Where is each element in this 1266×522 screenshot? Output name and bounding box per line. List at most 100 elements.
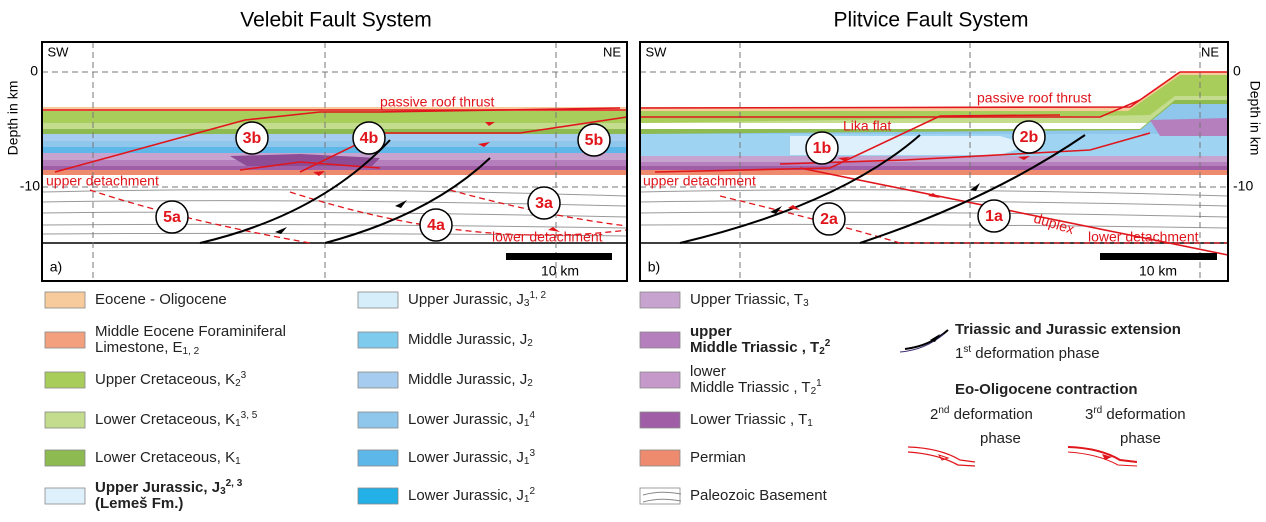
text-part: Permian — [690, 449, 746, 466]
cross-section — [42, 123, 627, 129]
legend-swatch — [358, 412, 398, 428]
text-part: 2 — [930, 406, 938, 423]
legend-swatch — [640, 412, 680, 428]
legend-text: Middle Jurassic, J2 — [408, 371, 533, 389]
depth-tick: -10 — [1233, 178, 1253, 194]
text-part: Lower Cretaceous, K — [95, 411, 235, 428]
text-part: Lower Jurassic, J — [408, 449, 524, 466]
depth-tick: 0 — [1233, 63, 1241, 79]
text-part: 3 — [1085, 406, 1093, 423]
legend-text: Lower Jurassic, J12 — [408, 486, 535, 505]
legend-text: lowerMiddle Triassic , T21 — [690, 363, 822, 397]
phase-label: 3b — [243, 130, 262, 147]
subscript: 1 — [807, 418, 813, 429]
supscript: 3, 5 — [241, 410, 258, 421]
legend-icons — [1068, 452, 1137, 466]
phase-label: 5a — [163, 209, 181, 226]
supscript: 2, 3 — [226, 478, 243, 489]
subscript: 3 — [803, 298, 809, 309]
body: Velebit Fault System SW NE 0 -10 Depth i… — [0, 0, 1266, 517]
legend-swatch — [45, 412, 85, 428]
direction-label: SW — [646, 44, 668, 59]
legend-swatch — [640, 450, 680, 466]
figure: Velebit Fault System SW NE 0 -10 Depth i… — [0, 0, 1266, 517]
text-part: Middle Jurassic, J — [408, 371, 527, 388]
depth-axis-label: Depth in km — [1247, 81, 1263, 156]
legend-swatch — [358, 488, 398, 504]
direction-label: NE — [1201, 44, 1219, 59]
text-part: phase — [1120, 430, 1161, 447]
phase-label: 4a — [427, 217, 445, 234]
phase-label: 2b — [1020, 129, 1039, 146]
scale-label: 10 km — [1139, 263, 1177, 279]
text-part: Lower Jurassic, J — [408, 411, 524, 428]
text-part: Upper Jurassic, J — [408, 291, 524, 308]
legend-swatch — [45, 332, 85, 348]
text-part: Limestone, E — [95, 339, 183, 356]
legend-heading: Eo-Oligocene contraction — [955, 381, 1138, 398]
annotation: lower detachment — [492, 229, 603, 245]
phase-label: 3a — [535, 195, 553, 212]
legend-swatch — [45, 450, 85, 466]
legend-text: upperMiddle Triassic , T22 — [690, 323, 831, 357]
legend-text: Upper Triassic, T3 — [690, 291, 809, 309]
text-part: Upper Cretaceous, K — [95, 371, 235, 388]
text-part: upper — [690, 323, 732, 340]
legend-swatch — [358, 292, 398, 308]
legend-text: 1st deformation phase — [955, 344, 1100, 362]
legend-text: Middle Jurassic, J2 — [408, 331, 533, 349]
phase-label: 5b — [585, 132, 604, 149]
cross-section — [1150, 118, 1228, 136]
cross-section — [506, 253, 612, 260]
cross-section — [42, 141, 627, 147]
supscript: 3 — [241, 370, 247, 381]
cross-section — [42, 42, 627, 281]
text-part: Upper Triassic, T — [690, 291, 803, 308]
panel-label: b) — [648, 259, 660, 275]
supscript: nd — [938, 405, 949, 416]
panel-title: Plitvice Fault System — [834, 9, 1029, 32]
phase-label: 1b — [813, 140, 832, 157]
supscript: 4 — [529, 410, 535, 421]
supscript: 2 — [825, 338, 831, 349]
supscript: 3 — [529, 448, 535, 459]
legend-swatch — [358, 332, 398, 348]
phase-label: 4b — [360, 130, 379, 147]
legend-text: Lower Triassic , T1 — [690, 411, 813, 429]
text-part: Eocene - Oligocene — [95, 291, 227, 308]
legend-text: Lower Cretaceous, K13, 5 — [95, 410, 258, 429]
text-part: lower — [690, 363, 726, 380]
text-part: (Lemeš Fm.) — [95, 495, 183, 512]
legend-icons — [905, 330, 948, 349]
supscript: 1 — [816, 378, 822, 389]
annotation: passive roof thrust — [380, 94, 494, 110]
supscript: 1, 2 — [529, 290, 546, 301]
text-part: deformation phase — [971, 345, 1099, 362]
direction-label: SW — [48, 44, 70, 59]
text-part: Upper Jurassic, J — [95, 479, 220, 496]
text-part: 1 — [955, 345, 963, 362]
annotation: Lika flat — [843, 118, 891, 134]
subscript: 1 — [235, 456, 241, 467]
panel-label: a) — [50, 259, 62, 275]
annotation: upper detachment — [46, 173, 159, 189]
page: Velebit and Plitvice Fault Systems {"pan… — [0, 0, 1266, 517]
legend-swatch — [640, 332, 680, 348]
subscript: 2 — [527, 378, 533, 389]
legend-text: Upper Cretaceous, K23 — [95, 370, 247, 389]
panel-title: Velebit Fault System — [240, 9, 431, 32]
text-part: deformation — [1102, 406, 1185, 423]
legend-icons — [908, 447, 975, 466]
text-part: Paleozoic Basement — [690, 487, 828, 504]
depth-tick: 0 — [30, 63, 38, 79]
legend-swatch — [358, 372, 398, 388]
phase-label: 2a — [820, 211, 838, 228]
text-part: Middle Triassic , T — [690, 379, 811, 396]
text-part: deformation — [949, 406, 1032, 423]
cross-section — [640, 42, 1228, 281]
legend-text: Lower Jurassic, J13 — [408, 448, 535, 467]
legend-text: Permian — [690, 449, 746, 466]
legend-swatch — [640, 372, 680, 388]
